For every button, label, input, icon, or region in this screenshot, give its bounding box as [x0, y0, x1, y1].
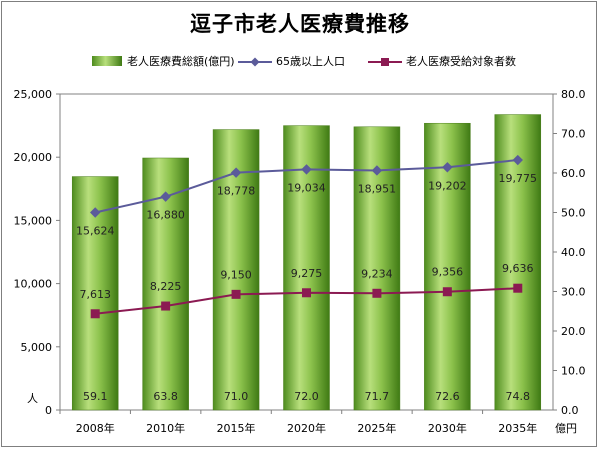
- chart-title: 逗子市老人医療費推移: [190, 12, 410, 36]
- line-data-label: 15,624: [76, 225, 115, 238]
- line-data-label: 9,150: [220, 268, 252, 281]
- x-tick-label: 2020年: [287, 421, 326, 435]
- right-tick-label: 20.0: [561, 325, 586, 338]
- bar-data-label: 59.1: [83, 390, 108, 403]
- line-data-label: 19,202: [428, 179, 467, 192]
- x-tick-label: 2008年: [76, 421, 115, 435]
- right-tick-label: 50.0: [561, 207, 586, 220]
- legend-label: 老人医療受給対象者数: [406, 54, 516, 68]
- line-data-label: 9,234: [361, 267, 393, 280]
- line-data-label: 9,275: [291, 267, 323, 280]
- bar-data-label: 72.0: [294, 390, 319, 403]
- left-tick-label: 25,000: [14, 88, 53, 101]
- bar-data-label: 71.7: [365, 390, 390, 403]
- line-point: [302, 288, 311, 298]
- line-data-label: 16,880: [146, 209, 185, 222]
- right-tick-label: 70.0: [561, 128, 586, 141]
- left-tick-label: 15,000: [14, 214, 53, 227]
- right-tick-label: 30.0: [561, 286, 586, 299]
- x-tick-label: 2030年: [428, 421, 467, 435]
- right-tick-label: 80.0: [561, 88, 586, 101]
- left-axis-unit: 人: [27, 392, 38, 405]
- legend-label: 老人医療費総額(億円): [127, 54, 235, 68]
- line-data-label: 19,034: [287, 181, 326, 194]
- line-point: [301, 164, 312, 175]
- right-tick-label: 0.0: [561, 404, 579, 417]
- line-point: [442, 162, 453, 173]
- line-point: [513, 283, 523, 293]
- line-point: [160, 191, 171, 202]
- line-data-label: 8,225: [150, 280, 182, 293]
- x-tick-label: 2010年: [146, 421, 185, 435]
- right-tick-label: 10.0: [561, 365, 586, 378]
- left-tick-label: 10,000: [14, 278, 53, 291]
- right-axis-unit: 億円: [555, 422, 577, 435]
- left-tick-label: 0: [45, 404, 52, 417]
- legend-marker: [250, 57, 260, 67]
- bar-data-label: 63.8: [153, 390, 178, 403]
- x-tick-label: 2015年: [217, 421, 256, 435]
- line-data-label: 7,613: [79, 288, 111, 301]
- x-tick-label: 2025年: [357, 421, 396, 435]
- line-data-label: 19,775: [499, 172, 538, 185]
- legend-marker: [381, 58, 389, 66]
- line-data-label: 9,356: [432, 266, 464, 279]
- line-data-label: 18,778: [217, 185, 256, 198]
- right-tick-label: 60.0: [561, 167, 586, 180]
- x-tick-label: 2035年: [498, 421, 537, 435]
- legend-label: 65歳以上人口: [276, 55, 345, 68]
- line-data-label: 18,951: [358, 182, 397, 195]
- line-point: [442, 287, 452, 297]
- line-point: [90, 207, 101, 218]
- line-point: [230, 167, 242, 178]
- left-tick-label: 20,000: [14, 151, 53, 164]
- line-point: [512, 154, 523, 166]
- line-point: [90, 309, 100, 319]
- right-tick-label: 40.0: [561, 246, 586, 259]
- bar-data-label: 72.6: [435, 390, 460, 403]
- line-point: [371, 165, 383, 176]
- legend-swatch-bar: [92, 56, 122, 66]
- line-point: [372, 288, 382, 298]
- line-point: [231, 289, 241, 299]
- left-tick-label: 5,000: [21, 341, 53, 354]
- line-data-label: 9,636: [502, 262, 534, 275]
- bar-data-label: 74.8: [506, 390, 531, 403]
- line-point: [161, 301, 171, 311]
- bar-data-label: 71.0: [224, 390, 249, 403]
